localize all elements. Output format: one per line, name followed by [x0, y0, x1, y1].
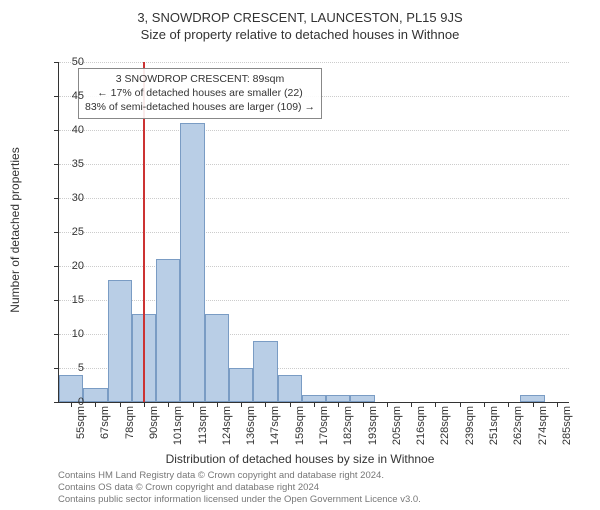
- histogram-bar: [180, 123, 204, 402]
- xtick-mark: [144, 402, 145, 407]
- histogram-bar: [278, 375, 302, 402]
- y-axis-label: Number of detached properties: [8, 147, 22, 312]
- histogram-bar: [302, 395, 326, 402]
- chart-area: 55sqm67sqm78sqm90sqm101sqm113sqm124sqm13…: [58, 62, 568, 402]
- xtick-label: 239sqm: [464, 406, 476, 445]
- ytick-label: 15: [54, 294, 84, 306]
- footer-line-2: Contains OS data © Crown copyright and d…: [58, 482, 421, 494]
- annotation-box: 3 SNOWDROP CRESCENT: 89sqm ← 17% of deta…: [78, 68, 322, 119]
- xtick-mark: [120, 402, 121, 407]
- ytick-label: 5: [54, 362, 84, 374]
- ytick-label: 20: [54, 260, 84, 272]
- xtick-label: 136sqm: [245, 406, 257, 445]
- gridline: [59, 198, 569, 199]
- xtick-label: 205sqm: [391, 406, 403, 445]
- xtick-mark: [387, 402, 388, 407]
- footer-attribution: Contains HM Land Registry data © Crown c…: [58, 470, 421, 506]
- histogram-bar: [108, 280, 132, 402]
- ytick-label: 25: [54, 226, 84, 238]
- xtick-label: 262sqm: [512, 406, 524, 445]
- xtick-label: 182sqm: [342, 406, 354, 445]
- xtick-label: 159sqm: [294, 406, 306, 445]
- xtick-mark: [435, 402, 436, 407]
- annotation-line-2: ← 17% of detached houses are smaller (22…: [85, 86, 315, 100]
- gridline: [59, 266, 569, 267]
- xtick-label: 251sqm: [488, 406, 500, 445]
- chart-title-sub: Size of property relative to detached ho…: [0, 27, 600, 42]
- ytick-label: 0: [54, 396, 84, 408]
- annotation-line-1: 3 SNOWDROP CRESCENT: 89sqm: [85, 72, 315, 86]
- ytick-label: 45: [54, 90, 84, 102]
- xtick-label: 228sqm: [439, 406, 451, 445]
- ytick-label: 10: [54, 328, 84, 340]
- xtick-label: 193sqm: [367, 406, 379, 445]
- xtick-mark: [241, 402, 242, 407]
- ytick-label: 30: [54, 192, 84, 204]
- xtick-label: 274sqm: [537, 406, 549, 445]
- histogram-bar: [253, 341, 277, 402]
- xtick-mark: [484, 402, 485, 407]
- xtick-mark: [338, 402, 339, 407]
- xtick-mark: [290, 402, 291, 407]
- xtick-label: 90sqm: [148, 406, 160, 439]
- xtick-mark: [533, 402, 534, 407]
- histogram-bar: [205, 314, 229, 402]
- xtick-mark: [460, 402, 461, 407]
- xtick-label: 216sqm: [415, 406, 427, 445]
- gridline: [59, 62, 569, 63]
- ytick-label: 40: [54, 124, 84, 136]
- ytick-label: 35: [54, 158, 84, 170]
- xtick-label: 78sqm: [124, 406, 136, 439]
- footer-line-1: Contains HM Land Registry data © Crown c…: [58, 470, 421, 482]
- footer-line-3: Contains public sector information licen…: [58, 494, 421, 506]
- histogram-bar: [326, 395, 350, 402]
- xtick-mark: [95, 402, 96, 407]
- xtick-mark: [314, 402, 315, 407]
- histogram-bar: [156, 259, 180, 402]
- histogram-bar: [350, 395, 374, 402]
- xtick-mark: [193, 402, 194, 407]
- histogram-bar: [520, 395, 544, 402]
- annotation-line-3: 83% of semi-detached houses are larger (…: [85, 100, 315, 114]
- gridline: [59, 164, 569, 165]
- gridline: [59, 300, 569, 301]
- gridline: [59, 232, 569, 233]
- xtick-label: 147sqm: [269, 406, 281, 445]
- xtick-label: 124sqm: [221, 406, 233, 445]
- xtick-mark: [557, 402, 558, 407]
- xtick-label: 55sqm: [75, 406, 87, 439]
- xtick-mark: [363, 402, 364, 407]
- xtick-label: 67sqm: [99, 406, 111, 439]
- xtick-label: 170sqm: [318, 406, 330, 445]
- histogram-bar: [229, 368, 253, 402]
- chart-title-main: 3, SNOWDROP CRESCENT, LAUNCESTON, PL15 9…: [0, 10, 600, 25]
- xtick-mark: [265, 402, 266, 407]
- xtick-mark: [217, 402, 218, 407]
- x-axis-label: Distribution of detached houses by size …: [0, 452, 600, 466]
- xtick-label: 113sqm: [197, 406, 209, 444]
- gridline: [59, 130, 569, 131]
- xtick-mark: [508, 402, 509, 407]
- histogram-bar: [83, 388, 107, 402]
- ytick-label: 50: [54, 56, 84, 68]
- xtick-mark: [411, 402, 412, 407]
- xtick-label: 285sqm: [561, 406, 573, 445]
- xtick-label: 101sqm: [172, 406, 184, 445]
- xtick-mark: [168, 402, 169, 407]
